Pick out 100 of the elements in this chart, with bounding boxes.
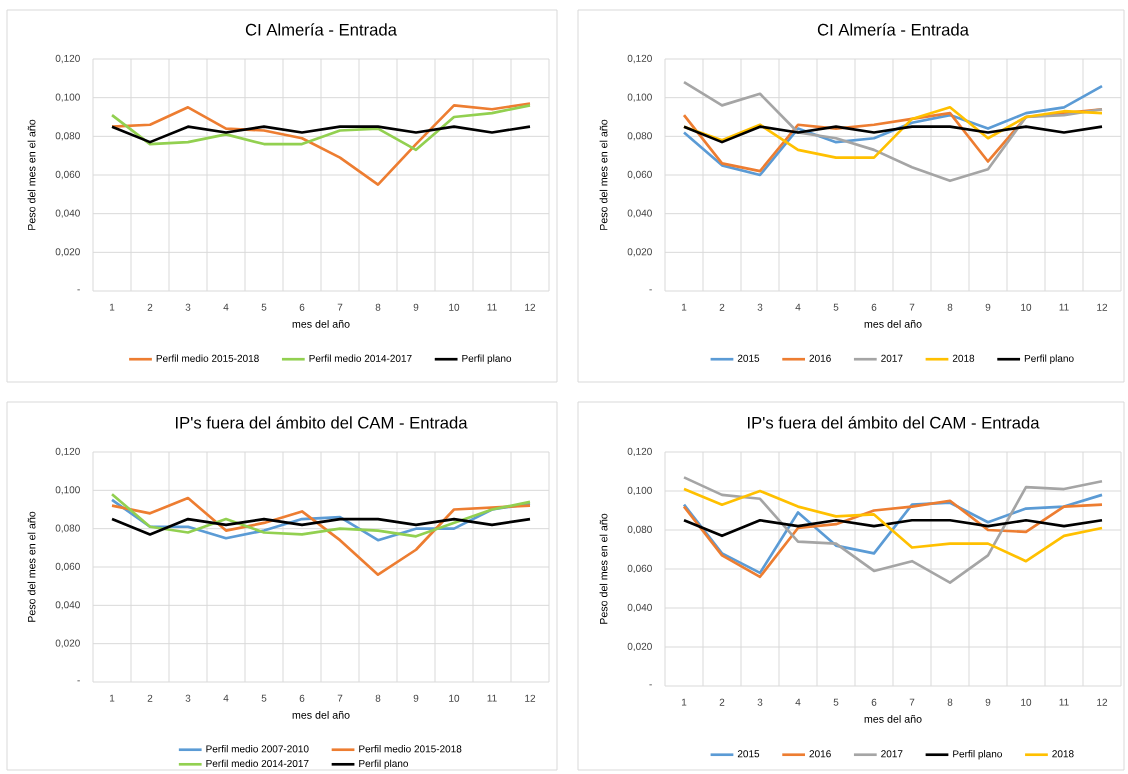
- y-tick-label: 0,100: [55, 93, 80, 102]
- y-tick-label: 0,020: [55, 248, 80, 257]
- x-tick-label: 10: [449, 303, 460, 311]
- x-tick-label: 6: [299, 694, 305, 702]
- x-tick-label: 4: [223, 694, 229, 702]
- y-tick-label: 0,060: [627, 564, 652, 574]
- legend-label: 2017: [881, 750, 903, 758]
- legend-label: 2017: [881, 354, 903, 362]
- x-tick-label: 3: [185, 694, 191, 702]
- x-tick-label: 3: [757, 303, 763, 311]
- line-series: [682, 487, 1104, 563]
- x-tick-label: 8: [947, 698, 953, 706]
- y-axis-title: Peso del mes en el año: [599, 119, 608, 230]
- x-tick-label: 5: [261, 694, 267, 702]
- x-tick-label: 9: [413, 303, 419, 311]
- y-axis-title: Peso del mes en el año: [599, 513, 608, 624]
- x-axis-title: mes del año: [864, 319, 922, 328]
- x-tick-label: 7: [909, 303, 915, 311]
- y-tick-label: -: [649, 289, 652, 291]
- x-tick-label: 6: [871, 698, 877, 706]
- legend-label: Perfil plano: [1024, 354, 1074, 364]
- x-tick-label: 7: [337, 303, 343, 311]
- x-tick-label: 10: [1021, 698, 1032, 706]
- y-tick-label: 0,080: [55, 524, 80, 533]
- x-tick-label: 11: [1059, 303, 1069, 311]
- y-tick-label: 0,020: [627, 248, 652, 257]
- x-tick-label: 5: [833, 303, 839, 311]
- y-tick-label: 0,040: [55, 209, 80, 218]
- y-tick-label: 0,040: [627, 603, 652, 613]
- legend-label: Perfil plano: [462, 354, 512, 364]
- y-tick-label: 0,040: [627, 209, 652, 218]
- x-tick-label: 12: [1097, 303, 1108, 311]
- x-tick-label: 2: [719, 303, 725, 311]
- line-series: [682, 476, 1104, 584]
- x-tick-label: 12: [525, 303, 536, 311]
- x-tick-label: 8: [375, 694, 381, 702]
- x-tick-label: 2: [147, 303, 153, 311]
- legend-label: Perfil medio 2007-2010: [206, 745, 309, 753]
- legend-label: 2018: [952, 354, 975, 362]
- x-tick-label: 1: [681, 303, 687, 311]
- x-tick-label: 11: [1059, 698, 1069, 706]
- y-axis-title: Peso del mes en el año: [27, 511, 36, 622]
- legend-label: 2016: [809, 750, 831, 758]
- y-tick-label: 0,120: [55, 447, 80, 457]
- y-axis-title: Peso del mes en el año: [27, 119, 36, 230]
- y-tick-label: 0,080: [55, 132, 80, 141]
- x-tick-label: 11: [487, 303, 497, 311]
- x-tick-label: 8: [947, 303, 953, 311]
- x-tick-label: 9: [413, 694, 419, 702]
- y-tick-label: 0,120: [627, 447, 652, 457]
- x-tick-label: 1: [109, 694, 115, 702]
- legend-label: Perfil plano: [953, 750, 1002, 760]
- y-tick-label: 0,080: [627, 132, 652, 141]
- legend-label: 2018: [1052, 750, 1074, 758]
- y-tick-label: 0,040: [55, 601, 80, 610]
- y-tick-label: 0,120: [55, 54, 80, 64]
- legend-label: Perfil medio 2015-2018: [359, 745, 462, 753]
- y-tick-label: 0,060: [55, 562, 80, 572]
- x-tick-label: 9: [985, 303, 991, 311]
- legend-label: Perfil medio 2014-2017: [309, 354, 412, 362]
- x-tick-label: 10: [449, 694, 460, 702]
- y-tick-label: 0,120: [627, 54, 652, 64]
- chart-title: IP's fuera del ámbito del CAM - Entrada: [175, 416, 468, 429]
- y-tick-label: 0,020: [627, 642, 652, 652]
- y-tick-label: 0,100: [55, 486, 80, 495]
- x-tick-label: 5: [261, 303, 267, 311]
- legend-label: 2015: [737, 750, 760, 758]
- line-series: [110, 104, 532, 152]
- y-tick-label: 0,060: [627, 170, 652, 180]
- y-tick-label: 0,020: [55, 639, 80, 648]
- y-tick-label: -: [649, 684, 652, 686]
- x-axis-title: mes del año: [864, 714, 922, 723]
- x-tick-label: 2: [719, 698, 725, 706]
- y-tick-label: 0,080: [627, 525, 652, 535]
- x-tick-label: 4: [223, 303, 229, 311]
- x-tick-label: 12: [1097, 698, 1108, 706]
- chart-title: IP's fuera del ámbito del CAM - Entrada: [747, 416, 1040, 429]
- x-tick-label: 12: [525, 694, 536, 702]
- y-tick-label: 0,060: [55, 170, 80, 180]
- x-tick-label: 8: [375, 303, 381, 311]
- x-tick-label: 4: [795, 303, 801, 311]
- line-series: [110, 102, 532, 187]
- x-tick-label: 9: [985, 698, 991, 706]
- x-tick-label: 7: [909, 698, 915, 706]
- legend-label: 2015: [737, 354, 760, 362]
- x-tick-label: 5: [833, 698, 839, 706]
- x-axis-title: mes del año: [292, 319, 350, 328]
- x-axis-title: mes del año: [292, 710, 350, 719]
- y-tick-label: 0,100: [627, 93, 652, 102]
- x-tick-label: 7: [337, 694, 343, 702]
- x-tick-label: 1: [681, 698, 687, 706]
- y-tick-label: -: [77, 289, 80, 291]
- x-tick-label: 10: [1021, 303, 1032, 311]
- x-tick-label: 3: [185, 303, 191, 311]
- x-tick-label: 6: [871, 303, 877, 311]
- legend-label: Perfil medio 2015-2018: [156, 354, 259, 362]
- x-tick-label: 11: [487, 694, 497, 702]
- x-tick-label: 6: [299, 303, 305, 311]
- y-tick-label: -: [77, 680, 80, 682]
- chart-title: CI Almería - Entrada: [817, 23, 969, 36]
